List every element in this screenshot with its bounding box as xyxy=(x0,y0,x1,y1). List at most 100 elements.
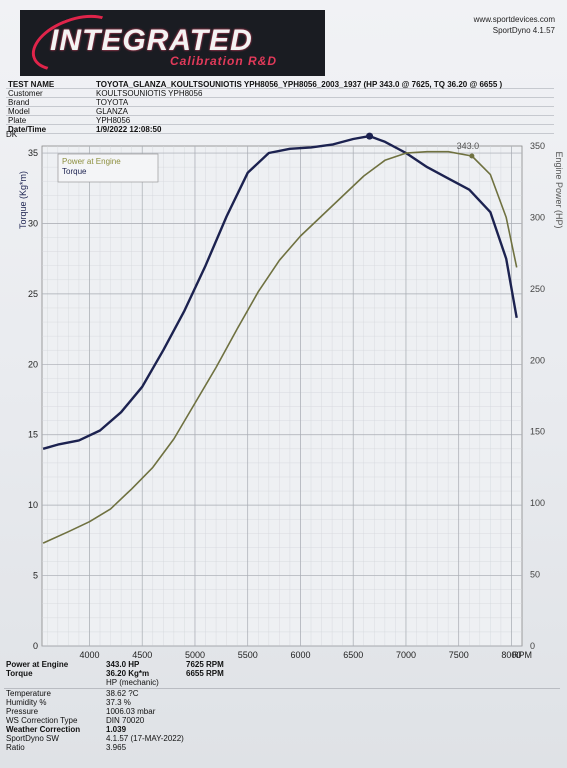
info-row: Customer KOULTSOUNIOTIS YPH8056 xyxy=(6,89,554,98)
torque-label: Torque xyxy=(6,669,33,678)
plot-area xyxy=(41,145,523,647)
dyno-chart: 4000 4500 5000 5500 6000 6500 7000 7500 8000RPM0… xyxy=(18,130,564,660)
y-left-tick-label: 0 xyxy=(33,641,38,651)
legend-box xyxy=(57,153,159,183)
x-axis-label: RPM xyxy=(512,650,532,660)
info-value: TOYOTA xyxy=(96,98,129,107)
x-tick-label: 6000 xyxy=(290,650,310,660)
power-label: Power at Engine xyxy=(6,660,69,669)
condition-value: 37.3 % xyxy=(106,698,131,707)
info-key: Model xyxy=(8,107,30,116)
condition-row: WS Correction Type DIN 70020 xyxy=(4,716,560,725)
x-tick-label: 4500 xyxy=(132,650,152,660)
x-tick-label: 5000 xyxy=(185,650,205,660)
y-right-axis-label: Engine Power (HP) xyxy=(554,151,564,228)
info-key: Customer xyxy=(8,89,43,98)
power-value: 343.0 HP xyxy=(106,660,140,669)
legend-torque: Torque xyxy=(62,167,87,176)
site-url: www.sportdevices.com xyxy=(473,15,555,24)
info-key: Plate xyxy=(8,116,27,125)
divider xyxy=(4,688,560,689)
y-right-tick-label: 350 xyxy=(530,141,545,151)
condition-key: Weather Correction xyxy=(6,725,81,734)
torque-rpm: 6655 RPM xyxy=(186,669,224,678)
condition-value: DIN 70020 xyxy=(106,716,145,725)
y-left-tick-label: 15 xyxy=(28,430,38,440)
power-curve xyxy=(42,150,518,544)
power-rpm: 7625 RPM xyxy=(186,660,224,669)
info-value: GLANZA xyxy=(96,107,129,116)
condition-value: 38.62 ?C xyxy=(106,689,139,698)
hp-note-row: HP (mechanic) xyxy=(4,678,560,687)
x-tick-label: 6500 xyxy=(343,650,363,660)
x-tick-label: 7500 xyxy=(449,650,469,660)
software-version: SportDyno 4.1.57 xyxy=(492,26,555,35)
y-right-tick-label: 50 xyxy=(530,570,540,580)
y-left-tick-label: 30 xyxy=(28,218,38,228)
x-tick-label: 8000 xyxy=(501,650,521,660)
condition-key: Pressure xyxy=(6,707,39,716)
y-right-tick-label: 150 xyxy=(530,427,545,437)
conditions-table: Temperature 38.62 ?C Humidity % 37.3 % Press… xyxy=(4,689,560,752)
condition-value: 1006.03 mbar xyxy=(106,707,156,716)
info-key: Date/Time xyxy=(8,125,47,134)
condition-value: 4.1.57 (17-MAY-2022) xyxy=(106,734,184,743)
y-right-tick-label: 0 xyxy=(530,641,535,651)
condition-row: Ratio 3.965 xyxy=(4,743,560,752)
header-right: www.sportdevices.com SportDyno 4.1.57 xyxy=(474,14,555,36)
y-left-tick-label: 35 xyxy=(28,148,38,158)
info-row: Date/Time 1/9/2022 12:08:50 xyxy=(6,125,554,134)
x-tick-label: 7000 xyxy=(396,650,416,660)
torque-curve xyxy=(42,134,518,450)
power-peak-marker xyxy=(469,153,475,159)
y-right-tick-label: 100 xyxy=(530,498,545,508)
condition-row: Weather Correction 1.039 xyxy=(4,725,560,734)
x-tick-label: 5500 xyxy=(238,650,258,660)
info-row: Plate YPH8056 xyxy=(6,116,554,125)
condition-value: 1.039 xyxy=(106,725,127,734)
legend-power: Power at Engine xyxy=(62,157,121,166)
torque-row: Torque 36.20 Kg*m 6655 RPM xyxy=(4,669,560,678)
condition-row: Humidity % 37.3 % xyxy=(4,698,560,707)
info-value: 1/9/2022 12:08:50 xyxy=(96,125,162,134)
info-row: TEST NAME TOYOTA_GLANZA_KOULTSOUNIOTIS YP… xyxy=(6,80,554,89)
dk-label: DK xyxy=(6,130,18,139)
condition-row: Temperature 38.62 ?C xyxy=(4,689,560,698)
x-tick-label: 4000 xyxy=(79,650,99,660)
info-value: YPH8056 xyxy=(96,116,131,125)
y-right-tick-label: 200 xyxy=(530,355,545,365)
y-left-axis-label: Torque (Kg*m) xyxy=(18,171,28,229)
power-row: Power at Engine 343.0 HP 7625 RPM xyxy=(4,660,560,669)
info-key: Brand xyxy=(8,98,30,107)
y-right-tick-label: 250 xyxy=(530,284,545,294)
condition-key: WS Correction Type xyxy=(6,716,78,725)
logo-title: INTEGRATED xyxy=(50,24,253,57)
y-left-tick-label: 5 xyxy=(33,571,38,581)
power-peak-label: 343.0 xyxy=(457,141,480,151)
info-value: KOULTSOUNIOTIS YPH8056 xyxy=(96,89,203,98)
condition-value: 3.965 xyxy=(106,743,127,752)
test-info-table: TEST NAME TOYOTA_GLANZA_KOULTSOUNIOTIS YP… xyxy=(6,80,554,134)
info-row: Model GLANZA xyxy=(6,107,554,116)
torque-value: 36.20 Kg*m xyxy=(106,669,150,678)
info-value: TOYOTA_GLANZA_KOULTSOUNIOTIS YPH8056_YPH… xyxy=(96,80,503,89)
info-key: TEST NAME xyxy=(8,80,55,89)
hp-note: HP (mechanic) xyxy=(106,678,159,687)
info-row: Brand TOYOTA xyxy=(6,98,554,107)
integrated-logo: INTEGRATED Calibration R&D xyxy=(20,10,325,76)
logo-subtitle: Calibration R&D xyxy=(170,54,278,68)
condition-key: Temperature xyxy=(6,689,51,698)
y-left-tick-label: 20 xyxy=(28,359,38,369)
torque-peak-marker xyxy=(366,132,374,140)
results-table: Power at Engine 343.0 HP 7625 RPM Torque… xyxy=(4,660,560,752)
condition-key: SportDyno SW xyxy=(6,734,59,743)
y-right-tick-label: 300 xyxy=(530,212,545,222)
condition-key: Ratio xyxy=(6,743,25,752)
condition-key: Humidity % xyxy=(6,698,47,707)
y-left-tick-label: 10 xyxy=(28,500,38,510)
condition-row: Pressure 1006.03 mbar xyxy=(4,707,560,716)
condition-row: SportDyno SW 4.1.57 (17-MAY-2022) xyxy=(4,734,560,743)
y-left-tick-label: 25 xyxy=(28,289,38,299)
torque-peak-label: 36.20 xyxy=(354,130,377,131)
